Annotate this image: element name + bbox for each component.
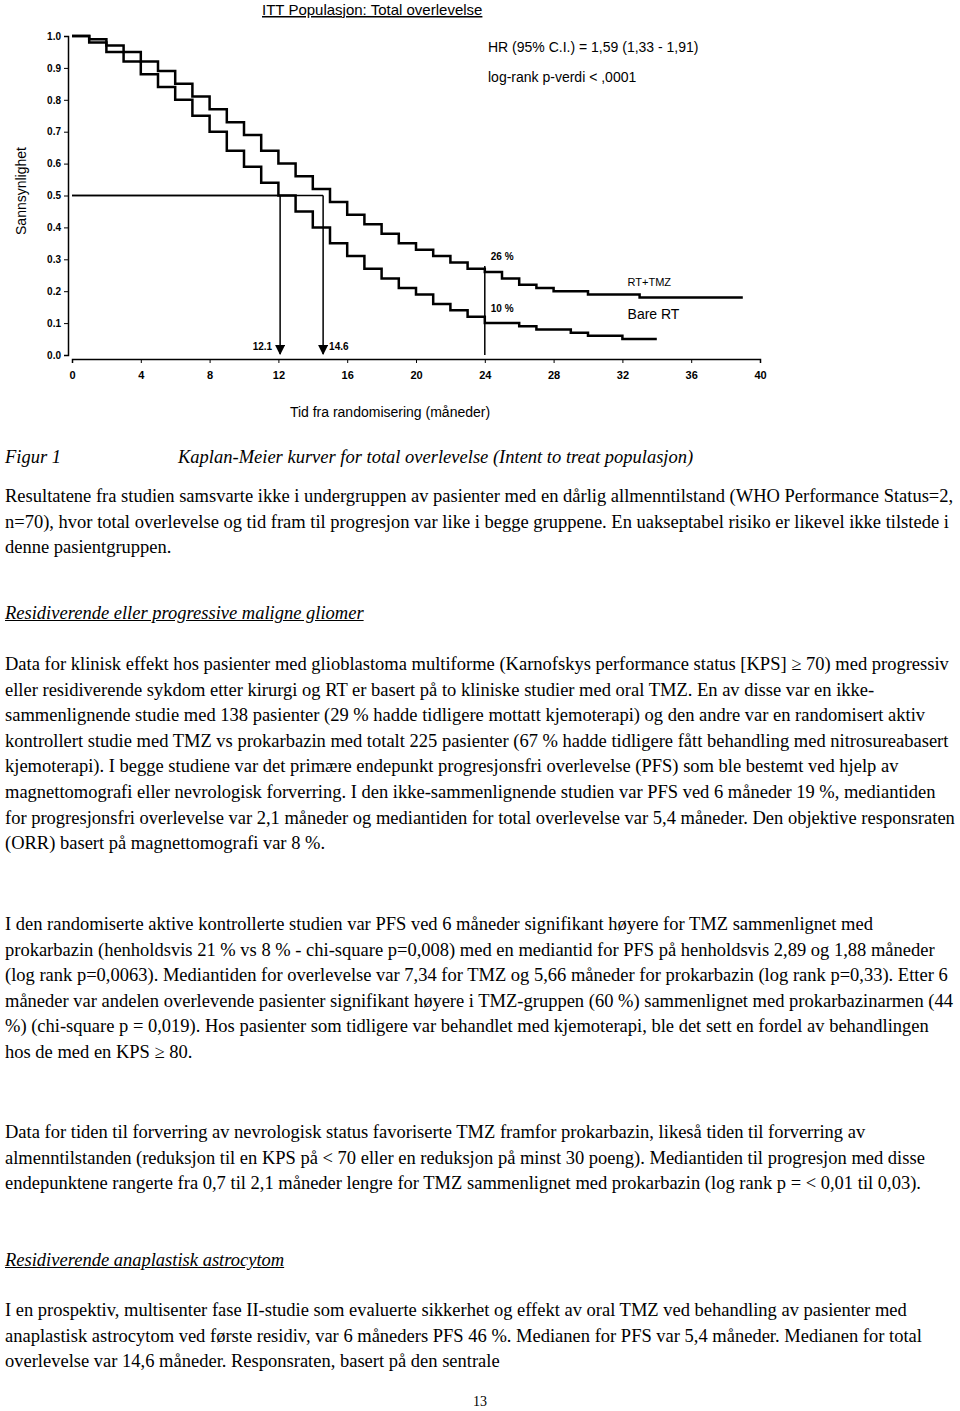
median-vline — [279, 196, 281, 355]
x-tick-label: 24 — [479, 369, 492, 381]
x-tick-label: 16 — [342, 369, 354, 381]
stats-text: log-rank p-verdi < ,0001 — [488, 69, 636, 85]
y-tick-label: 0.8 — [47, 95, 61, 106]
x-tick-label: 40 — [754, 369, 766, 381]
median-label: 12.1 — [253, 341, 273, 352]
x-tick-mark — [622, 359, 623, 363]
median-vline — [322, 196, 324, 355]
x-tick-label: 36 — [686, 369, 698, 381]
x-tick-mark — [485, 359, 486, 363]
x-tick-label: 32 — [617, 369, 629, 381]
x-tick: 4 — [138, 359, 145, 381]
x-tick: 36 — [686, 359, 698, 381]
series-label: RT+TMZ — [628, 276, 672, 288]
y-tick-label: 0.9 — [47, 63, 61, 74]
y-tick-label: 0.2 — [47, 286, 61, 297]
heading: Residiverende anaplastisk astrocytom — [5, 1248, 957, 1274]
y-axis: 0.0 0.1 0.2 0.3 0.4 0.5 0.6 0.7 0.8 0.9 1.0 — [47, 31, 68, 361]
y-tick-label: 0.7 — [47, 126, 61, 137]
x-tick-mark — [278, 359, 279, 363]
x-tick-mark — [347, 359, 348, 363]
x-tick: 0 — [69, 359, 75, 381]
y-tick: 0.6 — [47, 158, 68, 169]
chart-title: ITT Populasjon: Total overlevelse — [262, 1, 482, 18]
x-tick: 24 — [479, 359, 492, 381]
y-tick: 0.5 — [47, 190, 68, 201]
y-tick-mark — [64, 259, 68, 260]
landmark-line — [484, 266, 486, 355]
y-tick-label: 0.4 — [47, 222, 61, 233]
x-tick: 8 — [207, 359, 213, 381]
x-tick-label: 12 — [273, 369, 285, 381]
y-tick: 0.4 — [47, 222, 68, 233]
y-tick-mark — [64, 323, 68, 324]
y-tick: 0.9 — [47, 63, 68, 74]
paragraph: I en prospektiv, multisenter fase II-stu… — [5, 1298, 957, 1375]
y-tick: 1.0 — [47, 31, 68, 42]
y-tick-mark — [64, 355, 68, 356]
x-tick-label: 4 — [138, 369, 145, 381]
survival-curve — [72, 36, 657, 339]
paragraph: Data for klinisk effekt hos pasienter me… — [5, 652, 957, 857]
y-axis-title: Sannsynlighet — [13, 147, 29, 235]
y-tick-label: 0.3 — [47, 254, 61, 265]
x-tick: 16 — [342, 359, 354, 381]
paragraph: Data for tiden til forverring av nevrolo… — [5, 1120, 957, 1197]
x-tick-label: 0 — [69, 369, 75, 381]
figure-label: Figur 1 — [5, 447, 61, 468]
stats-text: HR (95% C.I.) = 1,59 (1,33 - 1,91) — [488, 39, 698, 55]
x-tick-mark — [141, 359, 142, 363]
figure-caption: Kaplan-Meier kurver for total overlevels… — [178, 447, 693, 468]
x-tick: 12 — [273, 359, 285, 381]
y-tick-mark — [64, 291, 68, 292]
median-label: 14.6 — [329, 341, 349, 352]
x-tick: 28 — [548, 359, 560, 381]
x-tick-mark — [210, 359, 211, 363]
y-tick-label: 0.6 — [47, 158, 61, 169]
x-axis-title: Tid fra randomisering (måneder) — [290, 404, 490, 420]
paragraph: I den randomiserte aktive kontrollerte s… — [5, 912, 957, 1066]
x-axis: 0 4 8 12 16 20 24 28 32 36 40 — [69, 359, 766, 381]
chart: ITT Populasjon: Total overlevelse 0 4 8 12 16… — [0, 0, 960, 430]
page-number: 13 — [0, 1394, 960, 1410]
x-tick-mark — [416, 359, 417, 363]
paragraph: Resultatene fra studien samsvarte ikke i… — [5, 484, 957, 561]
x-tick: 32 — [617, 359, 629, 381]
y-tick: 0.2 — [47, 286, 68, 297]
x-axis-line — [73, 360, 761, 364]
y-axis-line — [64, 37, 69, 356]
x-tick-mark — [554, 359, 555, 363]
series-label: Bare RT — [628, 306, 680, 322]
y-tick-mark — [64, 227, 68, 228]
y-tick: 0.1 — [47, 318, 68, 329]
y-tick-mark — [64, 196, 68, 197]
survival-curve — [72, 36, 743, 298]
landmark-label: 26 % — [491, 251, 514, 262]
plot-area — [72, 36, 743, 355]
landmark-label: 10 % — [491, 303, 514, 314]
x-tick-mark — [691, 359, 692, 363]
y-tick-mark — [64, 100, 68, 101]
median-hline — [72, 195, 323, 197]
x-tick-mark — [72, 359, 73, 363]
y-tick-label: 0.0 — [47, 350, 61, 361]
x-tick-label: 20 — [410, 369, 422, 381]
y-tick: 0.3 — [47, 254, 68, 265]
y-tick-mark — [64, 36, 68, 37]
y-tick: 0.7 — [47, 126, 68, 137]
heading: Residiverende eller progressive maligne … — [5, 601, 957, 627]
y-tick-mark — [64, 164, 68, 165]
y-tick-mark — [64, 68, 68, 69]
x-tick-label: 8 — [207, 369, 213, 381]
x-tick-mark — [760, 359, 761, 363]
y-tick-label: 0.5 — [47, 190, 61, 201]
x-tick-label: 28 — [548, 369, 560, 381]
y-tick: 0.8 — [47, 95, 68, 106]
y-tick: 0.0 — [47, 350, 68, 361]
y-tick-label: 1.0 — [47, 31, 61, 42]
x-tick: 40 — [754, 359, 766, 381]
y-tick-label: 0.1 — [47, 318, 61, 329]
x-tick: 20 — [410, 359, 422, 381]
y-tick-mark — [64, 132, 68, 133]
